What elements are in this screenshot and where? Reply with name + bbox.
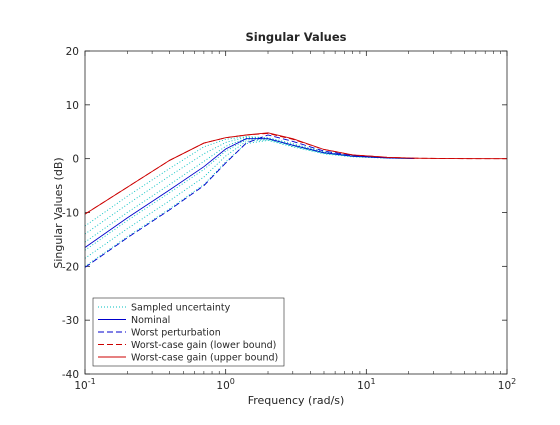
x-tick-label: 101 [357,377,375,392]
y-tick-label: 0 [72,154,79,166]
legend-label: Sampled uncertainty [131,303,231,314]
series-line-worst-case-gain-lower-bound [84,132,508,215]
x-tick-label: 10-1 [74,377,95,392]
series-layer [84,132,508,268]
x-tick-label: 100 [216,377,234,392]
y-tick-label: -20 [62,261,79,273]
y-tick-label: -10 [62,208,79,220]
legend-label: Worst perturbation [131,328,221,339]
y-tick-label: 10 [66,100,79,112]
chart-title: Singular Values [245,30,346,44]
series-line-sampled-uncertainty [84,139,415,259]
x-axis-label: Frequency (rad/s) [248,394,345,407]
x-tick-label: 102 [498,377,516,392]
y-tick-label: 20 [66,46,79,58]
axes-box [84,50,508,375]
legend-label: Nominal [131,315,170,326]
series-line-worst-case-gain-upper-bound [84,132,508,215]
series-line-worst-perturbation [84,134,415,268]
y-tick-label: -30 [62,315,79,327]
legend-label: Worst-case gain (upper bound) [131,353,278,364]
ticks-layer: -40 -30 -20 -10 0 10 20 10-1 100 101 102 [62,46,516,392]
y-tick-label: -40 [62,369,79,381]
legend-label: Worst-case gain (lower bound) [131,340,276,351]
y-axis-label: Singular Values (dB) [52,157,65,268]
series-line-sampled-uncertainty [84,139,415,267]
legend-box [92,297,285,367]
